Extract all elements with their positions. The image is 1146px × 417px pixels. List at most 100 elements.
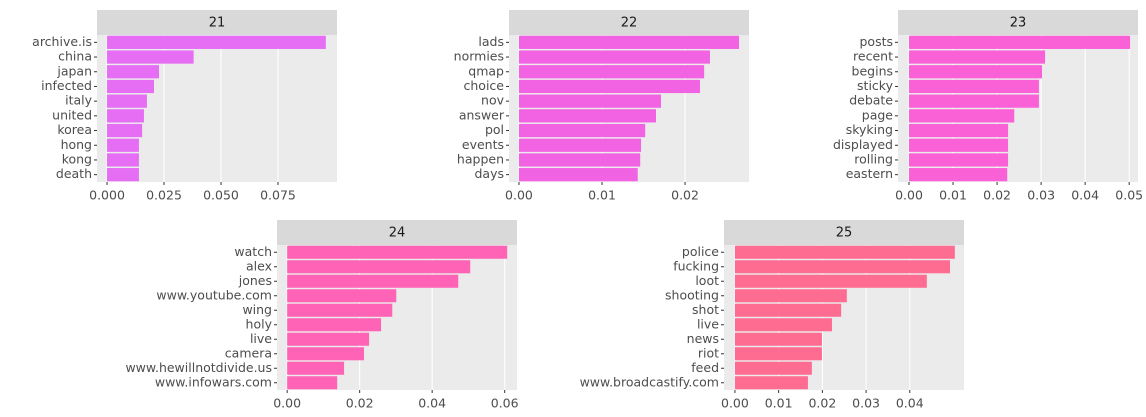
- strip: [277, 220, 517, 245]
- bar: [518, 35, 740, 49]
- y-tick-label: camera: [225, 345, 272, 360]
- x-tick-label: 0.00: [273, 396, 301, 411]
- y-tick-label: eastern: [846, 166, 893, 181]
- x-tick-label: 0.05: [1115, 188, 1143, 203]
- bar: [734, 318, 832, 332]
- x-tick-label: 0.04: [418, 396, 446, 411]
- bar: [734, 347, 822, 361]
- bar: [909, 153, 1009, 167]
- bar: [107, 168, 139, 182]
- bar: [287, 245, 508, 259]
- y-tick-label: displayed: [833, 137, 893, 152]
- bar: [107, 35, 326, 49]
- y-tick-label: normies: [454, 49, 504, 64]
- y-tick-label: rolling: [854, 151, 893, 166]
- y-tick-label: news: [687, 331, 719, 346]
- bar: [909, 94, 1039, 108]
- bar: [287, 289, 397, 303]
- bar: [287, 260, 471, 274]
- bar: [734, 289, 847, 303]
- strip: [509, 10, 749, 35]
- x-tick-label: 0.03: [1027, 188, 1055, 203]
- bar: [518, 168, 638, 182]
- y-tick-label: shot: [692, 302, 719, 317]
- y-tick-label: alex: [246, 258, 272, 273]
- x-tick-label: 0.00: [895, 188, 923, 203]
- y-tick-label: china: [58, 49, 92, 64]
- facet-title: 24: [389, 226, 406, 241]
- bar: [734, 332, 822, 346]
- y-tick-label: recent: [853, 49, 893, 64]
- y-tick-label: choice: [464, 78, 505, 93]
- bar: [107, 138, 139, 152]
- bar: [107, 109, 144, 123]
- y-tick-label: www.youtube.com: [156, 287, 272, 302]
- y-tick-label: feed: [691, 360, 719, 375]
- x-tick-label: 0.075: [260, 188, 296, 203]
- y-tick-label: live: [697, 316, 719, 331]
- strip: [97, 10, 337, 35]
- bar: [107, 65, 159, 79]
- bar: [107, 153, 139, 167]
- x-tick-label: 0.01: [588, 188, 616, 203]
- y-tick-label: fucking: [673, 258, 719, 273]
- y-tick-label: www.broadcastify.com: [580, 374, 719, 389]
- facet-title: 21: [209, 16, 226, 31]
- x-tick-label: 0.025: [146, 188, 182, 203]
- bar: [909, 109, 1015, 123]
- y-tick-label: riot: [698, 345, 719, 360]
- bar: [734, 260, 951, 274]
- bar: [518, 94, 661, 108]
- y-tick-label: holy: [246, 316, 273, 331]
- y-tick-label: posts: [859, 34, 893, 49]
- y-tick-label: korea: [57, 122, 92, 137]
- x-tick-label: 0.02: [346, 396, 374, 411]
- y-tick-label: japan: [56, 63, 92, 78]
- x-tick-label: 0.00: [721, 396, 749, 411]
- y-tick-label: page: [862, 107, 894, 122]
- x-tick-label: 0.050: [203, 188, 239, 203]
- bar: [518, 79, 701, 94]
- x-tick-label: 0.02: [983, 188, 1011, 203]
- facet-title: 22: [621, 16, 638, 31]
- x-tick-label: 0.000: [89, 188, 125, 203]
- y-tick-label: wing: [242, 302, 272, 317]
- y-tick-label: lads: [478, 34, 504, 49]
- y-tick-label: events: [462, 137, 504, 152]
- bar: [518, 138, 642, 152]
- bar: [909, 123, 1009, 138]
- bar: [734, 376, 808, 390]
- y-tick-label: united: [52, 107, 92, 122]
- bar: [287, 347, 365, 361]
- strip: [724, 220, 964, 245]
- bar: [287, 332, 370, 346]
- bar: [107, 50, 194, 64]
- bar: [287, 274, 459, 288]
- bar: [287, 376, 338, 390]
- y-tick-label: answer: [459, 107, 505, 122]
- x-tick-label: 0.04: [896, 396, 924, 411]
- x-tick-label: 0.01: [939, 188, 967, 203]
- y-tick-label: archive.is: [32, 34, 92, 49]
- y-tick-label: www.hewillnotdivide.us: [125, 360, 272, 375]
- bar: [287, 361, 345, 375]
- y-tick-label: watch: [234, 244, 272, 259]
- y-tick-label: jones: [238, 273, 272, 288]
- facet-title: 23: [1010, 16, 1027, 31]
- y-tick-label: hong: [61, 137, 92, 152]
- y-tick-label: sticky: [857, 78, 894, 93]
- y-tick-label: loot: [695, 273, 719, 288]
- x-tick-label: 0.03: [852, 396, 880, 411]
- bar: [518, 65, 705, 79]
- bar: [909, 168, 1008, 182]
- bar: [107, 94, 147, 108]
- x-tick-label: 0.00: [505, 188, 533, 203]
- y-tick-label: pol: [485, 122, 504, 137]
- bar: [734, 303, 842, 317]
- strip: [898, 10, 1138, 35]
- x-tick-label: 0.02: [808, 396, 836, 411]
- y-tick-label: kong: [62, 151, 92, 166]
- y-tick-label: nov: [481, 93, 505, 108]
- bar: [734, 245, 955, 259]
